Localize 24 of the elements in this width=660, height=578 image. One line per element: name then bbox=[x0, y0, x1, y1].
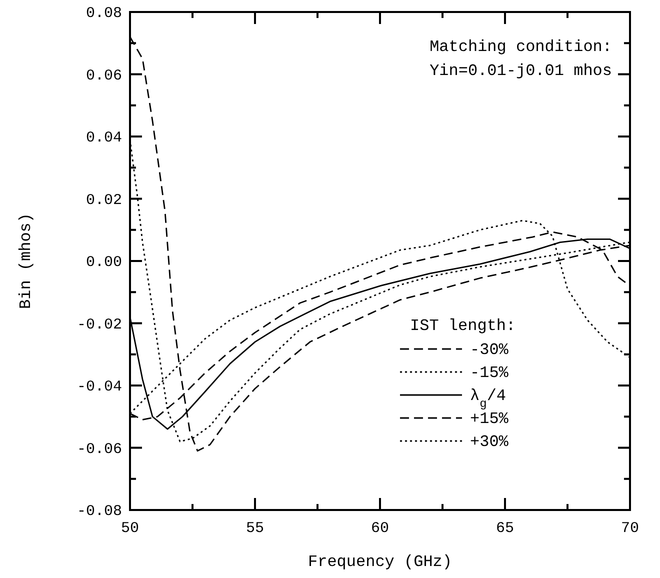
x-tick-label: 50 bbox=[120, 520, 140, 537]
x-tick-label: 55 bbox=[246, 520, 264, 537]
legend-label: +15% bbox=[470, 410, 509, 428]
legend-label: -15% bbox=[470, 364, 509, 382]
y-tick-label: 0.00 bbox=[86, 254, 122, 271]
x-tick-label: 65 bbox=[496, 520, 514, 537]
x-axis-title: Frequency (GHz) bbox=[308, 553, 452, 571]
y-tick-label: -0.06 bbox=[76, 440, 122, 458]
legend-label: λ$_{g}$/4 bbox=[470, 387, 506, 411]
legend-label: +30% bbox=[470, 433, 509, 451]
y-tick-label: 0.04 bbox=[86, 130, 122, 146]
annotation: Yin=0.01-j0.01 mhos bbox=[430, 62, 612, 80]
annotation: Matching condition: bbox=[430, 38, 612, 56]
x-tick-label: 70 bbox=[620, 520, 640, 537]
x-tick-label: 60 bbox=[370, 520, 390, 537]
legend-title: IST length: bbox=[410, 317, 516, 335]
y-axis-title: Bin (mhos) bbox=[17, 212, 35, 310]
y-tick-label: 0.08 bbox=[86, 5, 122, 22]
y-tick-label: -0.08 bbox=[76, 503, 122, 520]
y-tick-label: 0.06 bbox=[86, 67, 122, 84]
y-tick-label: -0.04 bbox=[76, 378, 122, 396]
y-tick-label: -0.02 bbox=[76, 316, 122, 334]
legend-label: -30% bbox=[470, 341, 509, 359]
y-tick-label: 0.02 bbox=[86, 192, 122, 209]
